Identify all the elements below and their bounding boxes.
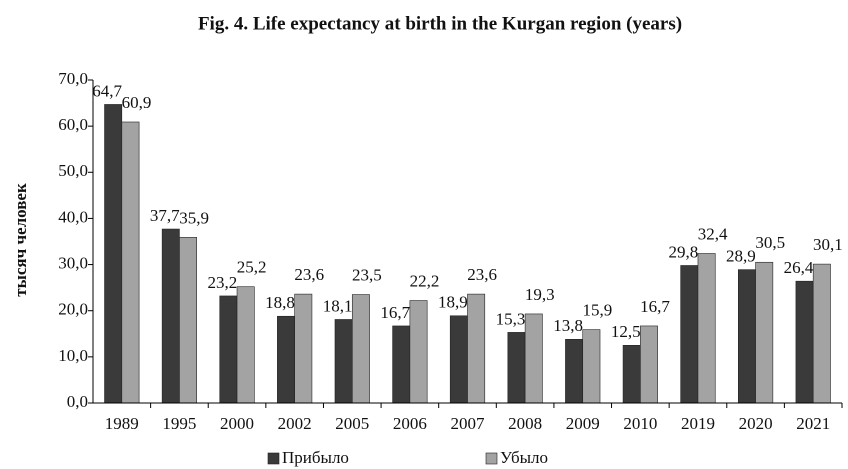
- y-tick-label: 0,0: [67, 392, 88, 411]
- data-label: 23,6: [467, 265, 497, 284]
- x-tick-label: 2009: [566, 414, 600, 433]
- data-label: 64,7: [92, 81, 122, 100]
- legend-swatch: [485, 452, 498, 465]
- bar: [640, 325, 658, 404]
- bar: [524, 313, 543, 404]
- data-label: 30,1: [813, 235, 843, 254]
- y-tick-label: 50,0: [58, 161, 88, 180]
- data-label: 16,7: [640, 297, 670, 316]
- bar: [294, 293, 313, 404]
- data-label: 19,3: [525, 285, 555, 304]
- x-tick-label: 2005: [335, 414, 369, 433]
- legend-swatch: [267, 452, 280, 465]
- bar: [449, 315, 468, 404]
- bar: [161, 228, 180, 404]
- bar: [737, 269, 756, 404]
- bar: [392, 325, 411, 404]
- bar: [697, 253, 716, 404]
- bar: [104, 104, 123, 404]
- data-label: 35,9: [179, 208, 209, 227]
- bar: [351, 294, 370, 404]
- legend-label: Убыло: [500, 448, 548, 467]
- data-label: 29,8: [668, 242, 698, 261]
- chart-title: Fig. 4. Life expectancy at birth in the …: [198, 13, 682, 34]
- x-tick-label: 2020: [739, 414, 773, 433]
- x-tick-label: 2007: [451, 414, 486, 433]
- y-tick-label: 10,0: [58, 346, 88, 365]
- bar: [565, 339, 584, 404]
- bar: [755, 261, 774, 404]
- x-tick-label: 2010: [623, 414, 657, 433]
- data-label: 22,2: [410, 271, 440, 290]
- data-label: 25,2: [237, 258, 267, 277]
- y-tick-label: 70,0: [58, 69, 88, 88]
- x-tick-label: 1995: [162, 414, 196, 433]
- legend-label: Прибыло: [282, 448, 349, 467]
- data-label: 28,9: [726, 247, 756, 266]
- data-label: 30,5: [755, 233, 785, 252]
- x-tick-label: 2021: [796, 414, 830, 433]
- data-label: 26,4: [784, 258, 814, 277]
- bar: [121, 121, 140, 404]
- x-tick-label: 2006: [393, 414, 427, 433]
- bar: [622, 345, 641, 404]
- y-tick-label: 30,0: [58, 253, 88, 272]
- bar: [467, 293, 486, 404]
- data-label: 37,7: [150, 206, 180, 225]
- y-tick-label: 20,0: [58, 300, 88, 319]
- bar: [507, 332, 526, 404]
- bar: [680, 265, 699, 404]
- data-label: 12,5: [611, 322, 641, 341]
- bar: [277, 315, 295, 404]
- x-tick-label: 2019: [681, 414, 715, 433]
- bar: [795, 280, 814, 404]
- bar: [219, 295, 238, 404]
- bar: [582, 329, 601, 404]
- y-tick-label: 40,0: [58, 207, 88, 226]
- y-tick-label: 60,0: [58, 115, 88, 134]
- data-label: 18,9: [438, 293, 468, 312]
- x-tick-label: 2002: [278, 414, 312, 433]
- x-tick-label: 2008: [508, 414, 542, 433]
- bar: [812, 263, 831, 404]
- data-label: 32,4: [698, 224, 728, 243]
- data-label: 23,2: [208, 273, 238, 292]
- data-label: 15,3: [496, 309, 526, 328]
- x-tick-label: 1989: [105, 414, 139, 433]
- bar: [409, 300, 428, 404]
- bar: [236, 286, 255, 404]
- data-label: 18,8: [265, 293, 295, 312]
- data-label: 23,6: [294, 265, 324, 284]
- data-label: 18,1: [323, 296, 353, 315]
- bar: [334, 319, 353, 404]
- data-label: 15,9: [582, 301, 612, 320]
- x-tick-label: 2000: [220, 414, 254, 433]
- data-label: 16,7: [380, 303, 410, 322]
- y-axis-label: тысяч человек: [11, 183, 30, 297]
- data-label: 13,8: [553, 316, 583, 335]
- data-label: 23,5: [352, 265, 382, 284]
- bar: [179, 237, 198, 404]
- data-label: 60,9: [122, 93, 152, 112]
